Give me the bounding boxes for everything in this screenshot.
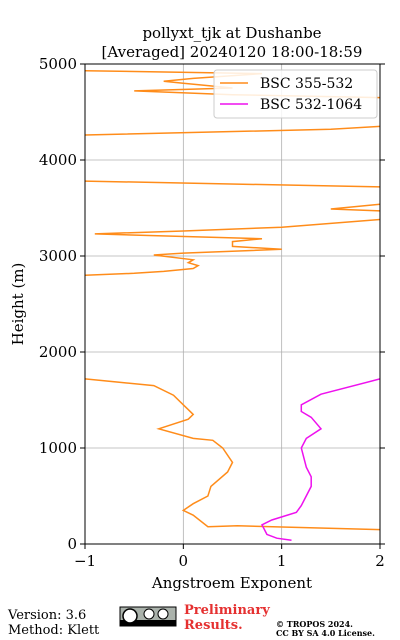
copyright: CC BY SA 4.0 License. bbox=[276, 628, 375, 638]
cc-logo bbox=[119, 606, 177, 627]
y-tick-label: 0 bbox=[67, 535, 77, 553]
x-tick-label: 1 bbox=[277, 552, 287, 570]
y-axis-label: Height (m) bbox=[9, 263, 27, 346]
legend: BSC 355-532 BSC 532-1064 bbox=[213, 69, 378, 119]
series-line bbox=[260, 378, 380, 541]
x-axis-label: Angstroem Exponent bbox=[151, 574, 312, 592]
grid bbox=[80, 63, 385, 549]
lines bbox=[85, 69, 380, 541]
y-tick-label: 2000 bbox=[39, 343, 77, 361]
chart-title: [Averaged] 20240120 18:00-18:59 bbox=[102, 43, 363, 61]
preliminary: Preliminary bbox=[184, 603, 270, 618]
x-tick-label: −1 bbox=[74, 552, 96, 570]
plot-frame bbox=[84, 63, 381, 545]
x-tick-label: 2 bbox=[375, 552, 385, 570]
copyright: © TROPOS 2024. bbox=[276, 619, 353, 629]
version: Version: 3.6 bbox=[7, 608, 86, 623]
y-tick-label: 4000 bbox=[39, 151, 77, 169]
series-line bbox=[85, 69, 380, 531]
legend-label: BSC 355-532 bbox=[260, 76, 353, 92]
footer: Version: 3.6 Method: Klett Preliminary R… bbox=[7, 603, 375, 638]
y-tick-label: 3000 bbox=[39, 247, 77, 265]
chart-title: pollyxt_tjk at Dushanbe bbox=[142, 24, 321, 42]
y-tick-label: 5000 bbox=[39, 55, 77, 73]
preliminary: Results. bbox=[184, 618, 243, 633]
legend-box bbox=[213, 69, 378, 119]
x-tick-label: 0 bbox=[179, 552, 189, 570]
legend-label: BSC 532-1064 bbox=[260, 97, 362, 113]
method: Method: Klett bbox=[8, 623, 100, 638]
y-tick-label: 1000 bbox=[39, 439, 77, 457]
